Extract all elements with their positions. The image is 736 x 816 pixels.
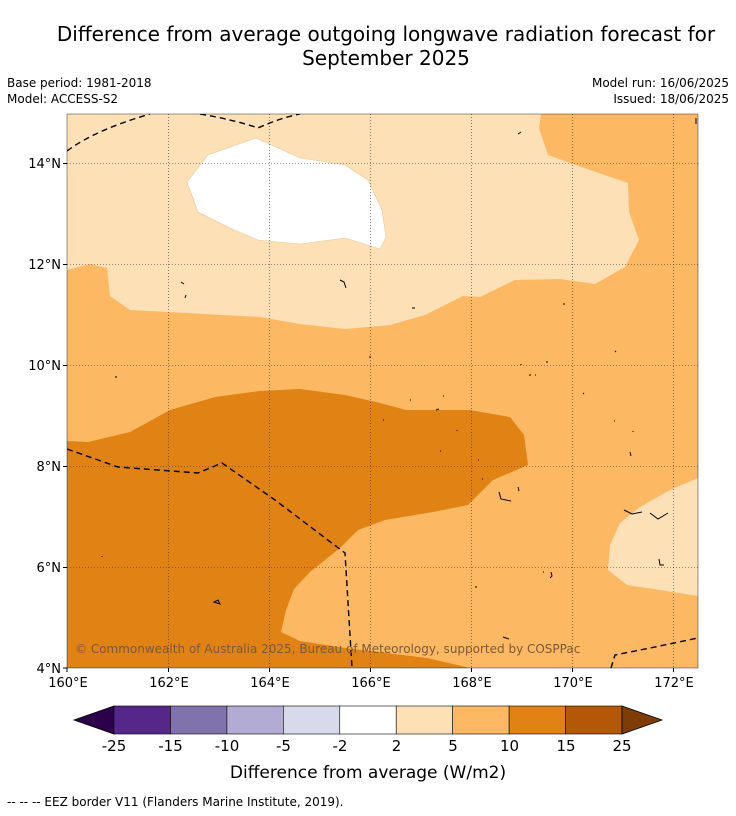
colorbar-tick: 10 <box>500 737 519 755</box>
lat-label: 8°N <box>37 460 62 475</box>
lon-label: 170°E <box>553 676 593 691</box>
lon-label: 168°E <box>452 676 492 691</box>
eez-borders <box>67 114 698 668</box>
axis-ticks <box>63 163 674 672</box>
meta-right: Model run: 16/06/2025 Issued: 18/06/2025 <box>592 75 729 107</box>
band-10-15 <box>67 389 528 668</box>
colorbar-tick: 2 <box>392 737 402 755</box>
copyright-text: © Commonwealth of Australia 2025, Bureau… <box>75 642 580 656</box>
map-frame <box>66 113 699 669</box>
lat-label: 14°N <box>28 157 61 172</box>
colorbar-tick: -15 <box>158 737 183 755</box>
model-name: Model: ACCESS-S2 <box>7 92 119 106</box>
colorbar-cell <box>565 705 623 735</box>
band-2-5-east <box>608 478 698 596</box>
title-line-2: September 2025 <box>302 46 470 70</box>
colorbar-cell <box>339 705 397 735</box>
colorbar-cell <box>170 705 228 735</box>
lat-label: 6°N <box>37 561 62 576</box>
lat-labels: 14°N 12°N 10°N 8°N 6°N 4°N <box>28 157 61 677</box>
title-line-1: Difference from average outgoing longwav… <box>56 22 716 46</box>
model-run: Model run: 16/06/2025 <box>591 76 729 90</box>
colorbar-tick: 15 <box>556 737 575 755</box>
lon-label: 160°E <box>48 676 88 691</box>
colorbar-tick: 25 <box>612 737 631 755</box>
issued-date: Issued: 18/06/2025 <box>613 92 729 106</box>
lat-label: 10°N <box>28 359 61 374</box>
lat-label: 4°N <box>37 662 62 677</box>
lon-label: 166°E <box>351 676 391 691</box>
base-period: Base period: 1981-2018 <box>7 76 152 90</box>
map-area <box>67 114 698 668</box>
lat-label: 12°N <box>28 258 61 273</box>
colorbar-extend-high <box>621 705 664 735</box>
lon-labels: 160°E 162°E 164°E 166°E 168°E 170°E 172°… <box>48 676 694 691</box>
graticule <box>67 114 698 668</box>
lon-label: 164°E <box>250 676 290 691</box>
colorbar-tick: -10 <box>215 737 240 755</box>
colorbar-cell <box>283 705 341 735</box>
colorbar-extend-low <box>72 705 115 735</box>
colorbar-tick: -25 <box>102 737 127 755</box>
band-neutral <box>186 137 387 250</box>
colorbar-tick: 5 <box>448 737 458 755</box>
eez-footnote: -- -- -- EEZ border V11 (Flanders Marine… <box>7 795 344 809</box>
map-title: Difference from average outgoing longwav… <box>0 22 736 70</box>
colorbar-tick: -2 <box>333 737 348 755</box>
islands <box>101 118 697 640</box>
colorbar-tick: -5 <box>276 737 291 755</box>
colorbar-label: Difference from average (W/m2) <box>230 763 506 783</box>
colorbar-cell <box>395 705 453 735</box>
colorbar: -25 -15 -10 -5 -2 2 5 10 15 25 Differenc… <box>72 705 664 783</box>
colorbar-cell <box>226 705 284 735</box>
colorbar-cell <box>508 705 566 735</box>
colorbar-cells <box>72 705 664 735</box>
lon-label: 172°E <box>654 676 694 691</box>
meta-left: Base period: 1981-2018 Model: ACCESS-S2 <box>7 75 152 107</box>
colorbar-cell <box>452 705 510 735</box>
colorbar-tick-labels: -25 -15 -10 -5 -2 2 5 10 15 25 <box>102 737 632 755</box>
colorbar-cell <box>113 705 171 735</box>
lon-label: 162°E <box>149 676 189 691</box>
